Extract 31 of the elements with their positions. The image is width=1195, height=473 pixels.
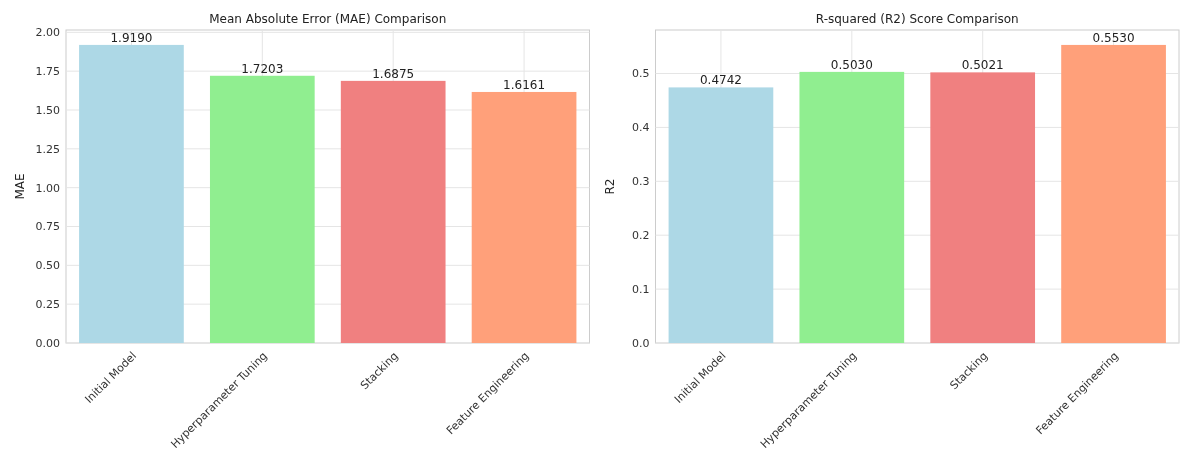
data-label: 1.6161 [503, 77, 546, 92]
y-tick-label: 0.0 [632, 336, 650, 350]
y-tick-label: 2.00 [35, 26, 60, 40]
y-tick-label: 0.3 [632, 175, 650, 189]
y-tick-label: 0.4 [632, 121, 650, 135]
y-tick-label: 1.50 [35, 103, 60, 117]
chart-title: Mean Absolute Error (MAE) Comparison [209, 12, 447, 26]
bar [471, 91, 577, 343]
data-label: 0.5530 [1092, 30, 1135, 45]
y-tick-label: 0.5 [632, 67, 650, 81]
bar [79, 44, 184, 343]
y-tick-label: 0.50 [35, 259, 60, 273]
y-axis-title: R2 [602, 178, 617, 195]
data-label: 1.7203 [241, 61, 284, 76]
y-tick-label: 1.25 [35, 142, 60, 156]
y-tick-label: 0.75 [35, 220, 60, 234]
data-label: 1.9190 [110, 30, 153, 45]
data-label: 0.5030 [830, 57, 873, 72]
data-label: 0.4742 [699, 73, 742, 88]
y-tick-label: 1.75 [35, 65, 60, 79]
bar [340, 80, 446, 343]
chart-title: R-squared (R2) Score Comparison [815, 12, 1019, 26]
y-tick-label: 0.1 [632, 282, 650, 296]
data-label: 0.5021 [961, 58, 1004, 73]
y-tick-label: 1.00 [35, 181, 60, 195]
y-tick-label: 0.2 [632, 229, 650, 243]
bar [209, 75, 315, 343]
y-tick-label: 0.25 [35, 298, 60, 312]
data-label: 1.6875 [372, 66, 415, 81]
y-axis-title: MAE [13, 173, 27, 200]
y-tick-label: 0.00 [35, 336, 60, 350]
